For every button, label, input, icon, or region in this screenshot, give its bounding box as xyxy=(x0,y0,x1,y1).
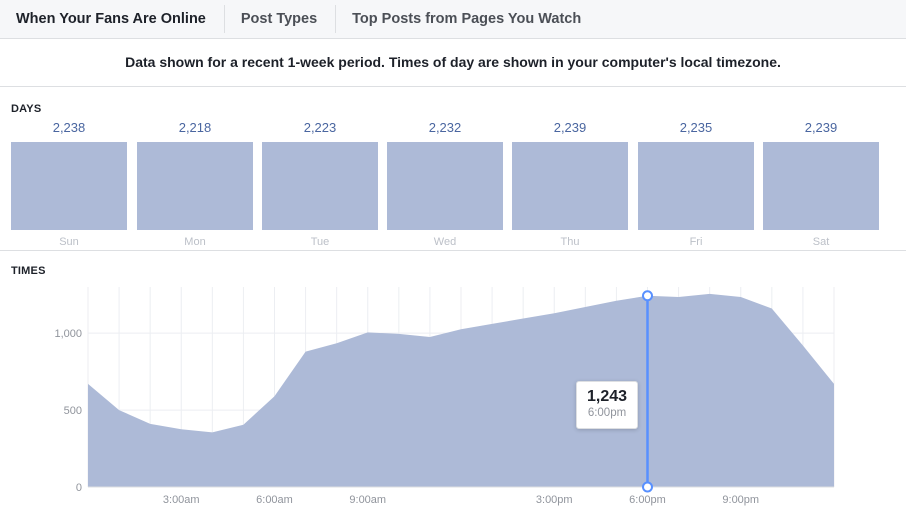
tooltip-time: 6:00pm xyxy=(587,407,627,419)
x-tick-label: 3:00pm xyxy=(536,494,573,506)
day-value-label: 2,223 xyxy=(303,120,337,135)
day-name-label: Wed xyxy=(433,236,457,248)
day-value-label: 2,238 xyxy=(52,120,86,135)
day-bar[interactable] xyxy=(387,142,503,230)
x-tick-label: 3:00am xyxy=(163,494,200,506)
day-bar[interactable] xyxy=(137,142,253,230)
y-tick-label: 500 xyxy=(64,405,82,417)
day-bar[interactable] xyxy=(763,142,879,230)
day-column[interactable]: 2,239 Sat xyxy=(763,119,879,248)
day-bar[interactable] xyxy=(11,142,127,230)
day-column[interactable]: 2,218 Mon xyxy=(137,119,253,248)
day-column[interactable]: 2,235 Fri xyxy=(638,119,754,248)
day-value-label: 2,235 xyxy=(679,120,713,135)
day-name-label: Mon xyxy=(184,236,206,248)
x-tick-label: 9:00am xyxy=(349,494,386,506)
day-bar[interactable] xyxy=(512,142,628,230)
x-tick-label: 6:00am xyxy=(256,494,293,506)
day-column[interactable]: 2,232 Wed xyxy=(387,119,503,248)
day-name-label: Fri xyxy=(689,236,703,248)
day-bar[interactable] xyxy=(638,142,754,230)
x-tick-label: 6:00pm xyxy=(629,494,666,506)
days-label: DAYS xyxy=(11,103,42,115)
day-column[interactable]: 2,223 Tue xyxy=(262,119,378,248)
days-section: DAYS 2,238 Sun 2,218 Mon 2,223 Tue 2,232 Wed 2,2… xyxy=(0,87,906,251)
day-value-label: 2,218 xyxy=(178,120,212,135)
day-value-label: 2,239 xyxy=(804,120,838,135)
tab-when-fans-online[interactable]: When Your Fans Are Online xyxy=(0,5,225,33)
day-name-label: Thu xyxy=(560,236,580,248)
times-label: TIMES xyxy=(11,265,46,277)
highlight-point-bottom xyxy=(642,481,653,493)
timezone-notice: Data shown for a recent 1-week period. T… xyxy=(0,39,906,87)
highlight-point-top xyxy=(642,290,653,302)
y-tick-label: 1,000 xyxy=(54,328,82,340)
day-name-label: Sat xyxy=(812,236,830,248)
y-tick-label: 0 xyxy=(76,482,82,494)
day-bar[interactable] xyxy=(262,142,378,230)
times-area-chart: 0 500 1,000 3:00am 6:00am 9:00am 3:00pm 6:00pm 9… xyxy=(54,287,835,506)
tab-bar: When Your Fans Are Online Post Types Top… xyxy=(0,0,906,39)
day-name-label: Tue xyxy=(310,236,330,248)
x-tick-label: 9:00pm xyxy=(722,494,759,506)
times-section: TIMES 0 500 1,000 3:00am 6:00am 9:00am 3:00pm 6… xyxy=(0,251,906,524)
tooltip-value: 1,243 xyxy=(586,388,628,405)
day-column[interactable]: 2,238 Sun xyxy=(11,119,127,248)
tab-post-types[interactable]: Post Types xyxy=(225,5,337,33)
day-value-label: 2,232 xyxy=(428,120,462,135)
tab-top-posts[interactable]: Top Posts from Pages You Watch xyxy=(352,11,582,27)
hover-tooltip: 1,243 6:00pm xyxy=(576,381,638,429)
day-name-label: Sun xyxy=(59,236,79,248)
day-column[interactable]: 2,239 Thu xyxy=(512,119,628,248)
day-value-label: 2,239 xyxy=(553,120,587,135)
